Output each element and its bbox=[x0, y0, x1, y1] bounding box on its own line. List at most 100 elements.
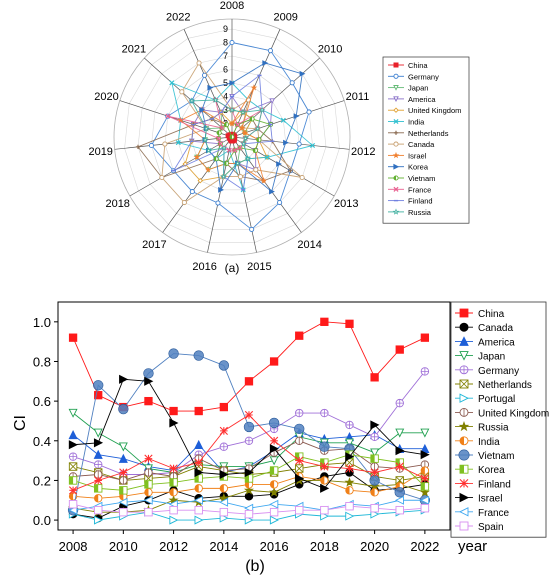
line-point-spain-2021-shape bbox=[395, 505, 404, 515]
radar-legend-label-france: France bbox=[408, 185, 431, 194]
line-point-vietnam-2012-shape bbox=[168, 348, 179, 359]
y-axis-label: CI bbox=[12, 415, 29, 431]
line-point-israel-2014 bbox=[219, 469, 229, 480]
radar-spoke-2009 bbox=[231, 29, 281, 138]
line-legend-marker-france bbox=[458, 507, 469, 517]
line-point-israel-2010-shape bbox=[119, 374, 129, 384]
line-legend-label-portugal: Portugal bbox=[478, 394, 515, 405]
radar-spoke-2022 bbox=[183, 29, 233, 138]
line-point-spain-2017-shape bbox=[295, 505, 304, 515]
radar-point-russia-2022-shape bbox=[212, 96, 219, 103]
line-point-finland-2012-shape bbox=[169, 464, 178, 473]
radar-point-russia-2016 bbox=[220, 173, 227, 180]
line-legend-label-korea: Korea bbox=[478, 465, 505, 476]
y-tick-label-1.0: 1.0 bbox=[33, 315, 51, 330]
radar-point-vietnam-2016 bbox=[223, 160, 229, 166]
line-point-japan-2022 bbox=[420, 428, 430, 438]
line-point-russia-2019-shape bbox=[344, 477, 355, 487]
line-legend-marker-spain-shape bbox=[459, 521, 469, 531]
line-point-united-kingdom-2010 bbox=[119, 476, 128, 485]
radar-spoke-2014 bbox=[231, 136, 302, 233]
radar-axis-labels: 2008 2009 2010 2011 2012 2013 2014 2015 2016 2017… bbox=[88, 0, 375, 273]
radar-series-line-germany bbox=[150, 42, 310, 231]
radar-point-russia-2020-shape bbox=[202, 125, 210, 132]
line-point-china-2021-shape bbox=[395, 345, 404, 354]
line-point-israel-2017 bbox=[294, 473, 305, 484]
radar-point-korea-2016-shape bbox=[218, 186, 224, 193]
radar-point-canada-2021 bbox=[179, 89, 185, 95]
line-point-germany-2008-plus bbox=[69, 452, 77, 461]
line-point-portugal-2009 bbox=[94, 515, 103, 525]
line-point-germany-2014 bbox=[219, 442, 229, 451]
radar-legend-marker-netherlands bbox=[393, 130, 399, 135]
line-legend-marker-france-shape bbox=[458, 507, 469, 517]
line-point-india-2014-fill bbox=[220, 484, 224, 493]
radar-point-canada-2019-shape bbox=[162, 141, 168, 147]
line-legend-marker-netherlands bbox=[459, 379, 469, 389]
line-legend-marker-america-shape bbox=[459, 336, 469, 346]
line-point-israel-2017-shape bbox=[294, 473, 305, 484]
radar-legend-label-china: China bbox=[408, 61, 428, 70]
radar-axis-label-2019: 2019 bbox=[88, 146, 112, 158]
radar-legend-marker-israel bbox=[392, 151, 400, 159]
radar-point-israel-2014-shape bbox=[260, 177, 268, 184]
radar-point-vietnam-2017 bbox=[213, 156, 219, 162]
line-point-germany-2008 bbox=[68, 452, 78, 461]
line-point-finland-2022 bbox=[420, 474, 430, 483]
radar-point-france-2020 bbox=[165, 113, 171, 119]
line-point-vietnam-2009-shape bbox=[93, 380, 104, 391]
line-point-france-2011 bbox=[143, 495, 153, 505]
radar-point-netherlands-2019 bbox=[135, 144, 141, 149]
line-point-spain-2019 bbox=[345, 502, 354, 511]
line-point-china-2008-shape bbox=[68, 333, 78, 342]
line-point-india-2013-fill bbox=[194, 484, 199, 493]
radar-point-france-2016 bbox=[226, 147, 232, 153]
radar-point-russia-2010 bbox=[258, 106, 266, 113]
line-point-vietnam-2016 bbox=[268, 417, 280, 429]
radar-legend-label-canada: Canada bbox=[408, 140, 435, 149]
radar-series-line-india bbox=[171, 82, 314, 190]
line-point-israel-2011 bbox=[144, 376, 154, 386]
radar-point-korea-2014-shape bbox=[269, 188, 275, 195]
radar-point-united-kingdom-2018 bbox=[182, 161, 188, 167]
line-point-israel-2022-shape bbox=[420, 450, 430, 460]
line-point-china-2018-shape bbox=[320, 317, 329, 326]
radar-point-israel-2009 bbox=[250, 84, 258, 91]
radar-legend-label-united-kingdom: United Kingdom bbox=[408, 106, 461, 115]
line-point-china-2015 bbox=[244, 377, 254, 386]
line-point-israel-2015 bbox=[244, 467, 254, 478]
radar-legend-marker-france bbox=[393, 186, 399, 192]
line-point-russia-2015-shape bbox=[243, 485, 255, 495]
line-point-korea-2012-fill bbox=[169, 478, 174, 487]
line-point-spain-2017 bbox=[295, 505, 304, 515]
radar-axis-label-2021: 2021 bbox=[122, 44, 146, 56]
radar-legend-marker-canada bbox=[393, 141, 399, 147]
line-legend-marker-israel-shape bbox=[459, 492, 470, 503]
line-legend-marker-netherlands-x bbox=[459, 379, 469, 389]
line-point-vietnam-2011-shape bbox=[143, 368, 154, 379]
radar-point-india-2011-shape bbox=[280, 117, 286, 123]
radar-point-canada-2018 bbox=[159, 174, 165, 181]
line-point-finland-2019 bbox=[345, 464, 354, 473]
radar-point-russia-2012-shape bbox=[242, 134, 249, 142]
radar-point-netherlands-2013-shape bbox=[288, 168, 293, 173]
x-tick-label-2012: 2012 bbox=[159, 539, 188, 554]
radar-point-korea-2022 bbox=[207, 84, 214, 91]
radar-point-israel-2017-shape bbox=[204, 166, 212, 173]
line-legend-marker-korea-fill bbox=[460, 465, 464, 474]
radar-point-russia-2021-shape bbox=[188, 97, 196, 104]
line-point-finland-2018-shape bbox=[320, 462, 329, 471]
line-point-america-2008-shape bbox=[68, 429, 78, 440]
line-legend-label-united-kingdom: United Kingdom bbox=[478, 408, 549, 419]
line-point-india-2013 bbox=[194, 484, 203, 493]
radar-series-line-israel bbox=[179, 87, 265, 182]
line-point-finland-2011 bbox=[144, 454, 153, 463]
line-point-china-2017-shape bbox=[295, 331, 304, 340]
line-point-china-2016-shape bbox=[269, 357, 279, 366]
radar-point-russia-2013 bbox=[240, 140, 248, 147]
radar-legend-marker-japan-shape bbox=[393, 85, 399, 91]
line-point-finland-2013-shape bbox=[194, 458, 203, 467]
line-point-spain-2012-shape bbox=[169, 505, 178, 515]
radar-legend-label-india: India bbox=[408, 118, 425, 127]
x-tick-label-2010: 2010 bbox=[109, 539, 138, 554]
